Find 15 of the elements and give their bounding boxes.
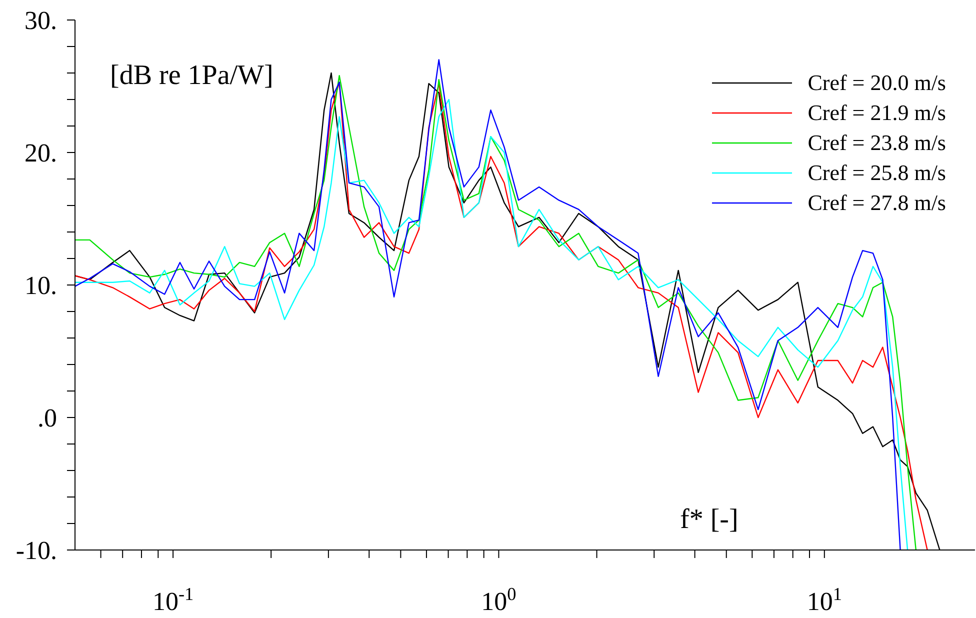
x-axis-title: f* [-] [680, 504, 738, 535]
y-tick-label: 30. [24, 6, 57, 35]
legend-label: Cref = 21.9 m/s [808, 100, 946, 126]
legend-label: Cref = 27.8 m/s [808, 190, 946, 216]
legend-label: Cref = 23.8 m/s [808, 130, 946, 156]
x-tick-label: 10$^{-1}$ [152, 584, 194, 616]
y-tick-label: 20. [24, 138, 57, 168]
x-tick-label: 10$^{1}$ [806, 584, 842, 616]
y-tick-label: -10. [16, 536, 57, 565]
y-tick-label: .0 [38, 404, 57, 432]
y-tick-label: 10. [24, 271, 57, 300]
y-axis-title: [dB re 1Pa/W] [110, 60, 274, 91]
legend-label: Cref = 20.0 m/s [808, 70, 946, 96]
x-tick-label: 10$^{0}$ [481, 584, 516, 616]
legend-label: Cref = 25.8 m/s [808, 160, 946, 186]
